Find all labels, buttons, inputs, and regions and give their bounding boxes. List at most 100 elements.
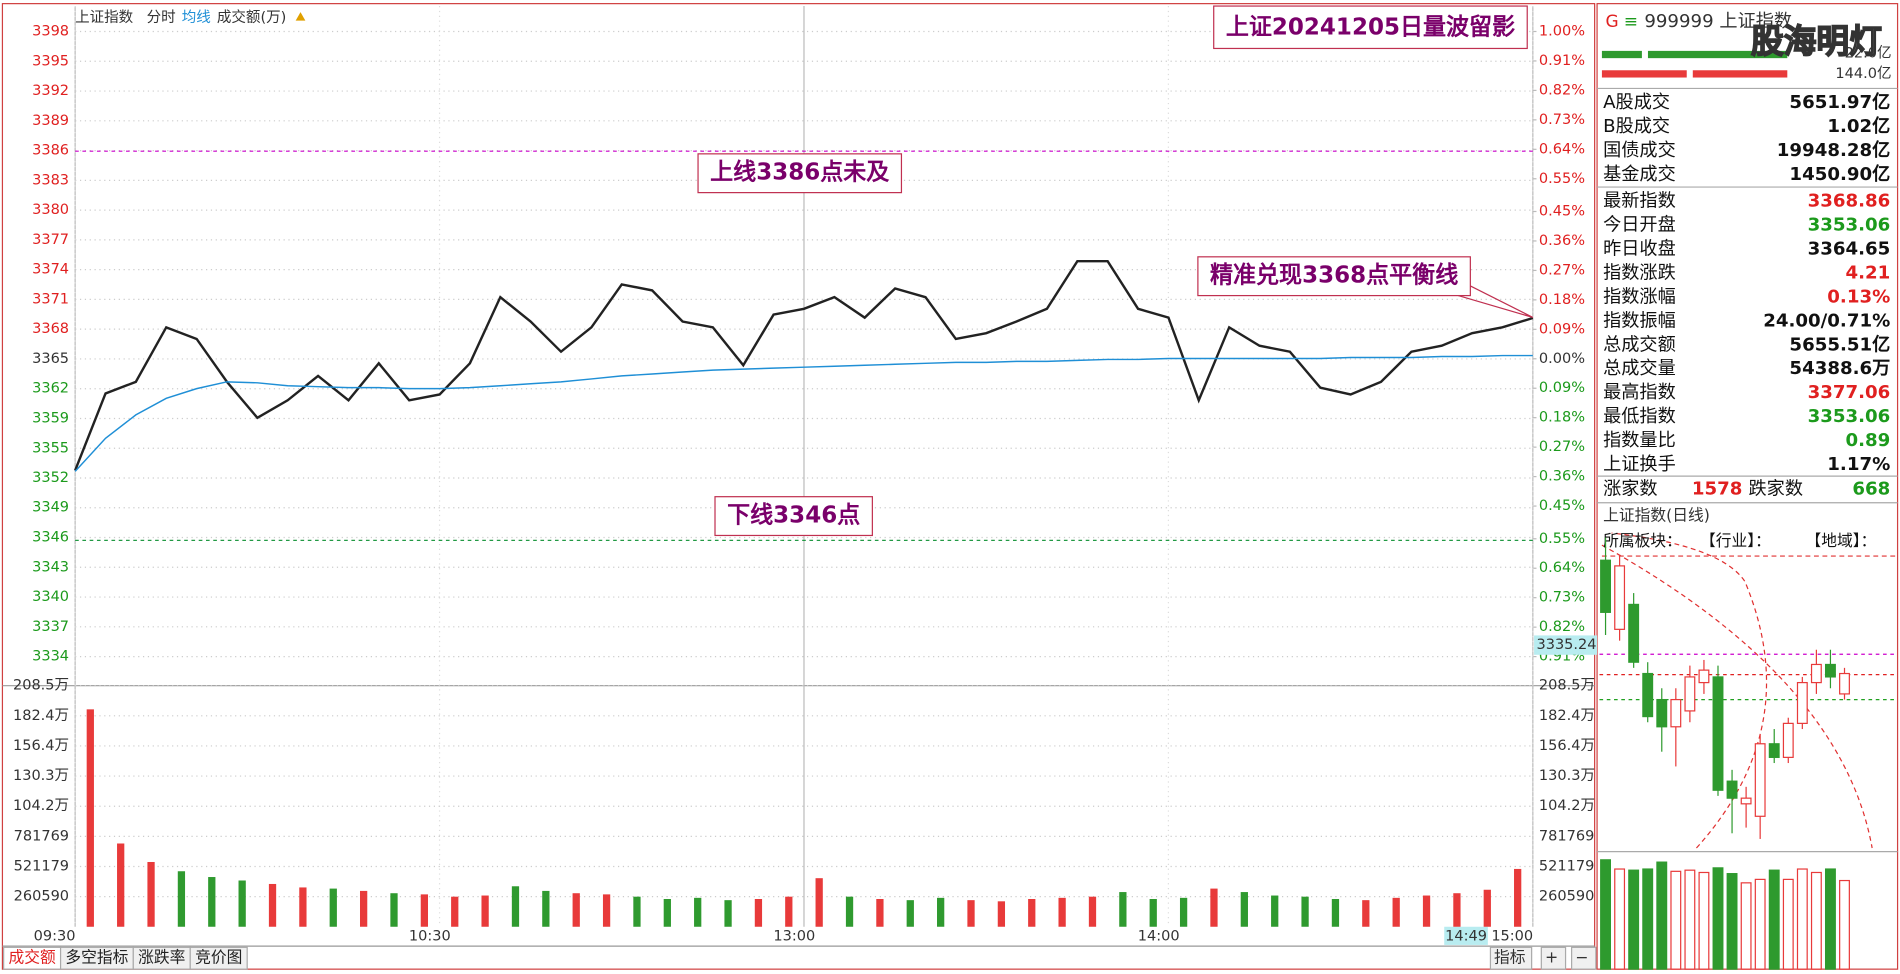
tool-button[interactable] <box>1571 946 1597 970</box>
y2-tick-label: 0.64% <box>1539 560 1585 576</box>
row-value: 3377.06 <box>1808 382 1891 403</box>
y-tick-label: 3389 <box>32 113 69 129</box>
y2-tick-label: 0.09% <box>1539 380 1585 396</box>
candle-body <box>1614 565 1626 630</box>
tab-label[interactable]: 涨跌率 <box>138 948 185 967</box>
y2-tick-label: 130.3万 <box>1539 768 1595 784</box>
volume-bar <box>967 900 975 927</box>
legend-entry[interactable]: 均线 <box>182 9 211 26</box>
tool-button[interactable] <box>1540 946 1567 970</box>
volume-bar <box>1600 859 1612 970</box>
ratio-bar <box>1601 70 1687 78</box>
row-value: 3364.65 <box>1808 238 1891 259</box>
volume-bar <box>268 883 277 927</box>
y-tick-label: 521179 <box>14 858 69 874</box>
volume-bar <box>1271 895 1279 927</box>
y-tick-label: 3349 <box>32 500 69 516</box>
y-tick-label: 3371 <box>32 291 69 307</box>
candle-body <box>1824 663 1836 678</box>
y2-tick-label: 781769 <box>1539 828 1594 844</box>
candle-body <box>1726 780 1738 799</box>
row-value: 1450.90亿 <box>1789 163 1890 185</box>
volume-bar <box>1839 879 1850 970</box>
y-tick-label: 3352 <box>32 470 69 486</box>
candle-body <box>1754 743 1766 817</box>
side-panel: G ≡ 999999 上证指数 22.0亿 144.0亿 股海明灯 A股成交 5651.97亿… <box>1597 11 1898 970</box>
volume-bar <box>329 888 337 927</box>
y2-tick-label: 0.55% <box>1539 171 1585 187</box>
row-label: 今日开盘 <box>1603 214 1676 235</box>
breadth-value: 1578 <box>1692 478 1743 499</box>
row-label: 国债成交 <box>1603 140 1676 161</box>
price-line <box>74 259 1534 471</box>
y-tick-label: 3362 <box>32 381 69 397</box>
y2-tick-label: 208.5万 <box>1539 678 1595 694</box>
y-tick-label: 781769 <box>14 828 69 844</box>
volume-bar <box>633 896 641 927</box>
volume-bar <box>299 887 307 927</box>
volume-bar <box>1614 868 1626 970</box>
y2-tick-label: 156.4万 <box>1539 738 1595 754</box>
volume-bar <box>724 900 732 927</box>
volume-bar <box>359 890 368 927</box>
y-tick-label: 3368 <box>32 321 69 337</box>
row-value: 3353.06 <box>1808 214 1891 235</box>
y2-tick-label: 0.82% <box>1539 82 1585 98</box>
row-label: 昨日收盘 <box>1603 238 1676 259</box>
volume-bar <box>663 899 671 927</box>
row-value: 0.13% <box>1827 286 1890 307</box>
volume-bar <box>1088 896 1097 927</box>
tool-button[interactable] <box>1489 946 1533 970</box>
x-tick-label: 10:30 <box>409 928 451 944</box>
y2-tick-label: 0.91% <box>1539 53 1585 69</box>
tab[interactable] <box>189 946 248 970</box>
volume-bar <box>208 877 216 927</box>
candle-body <box>1782 722 1794 758</box>
candle-body <box>1670 698 1682 728</box>
y-tick-label: 3398 <box>32 23 69 39</box>
bell-icon[interactable] <box>295 12 306 21</box>
cursor-time: 14:49 <box>1445 928 1487 944</box>
row-value: 5651.97亿 <box>1789 91 1890 113</box>
volume-bar <box>147 861 155 927</box>
cursor-price: 3335.24 <box>1536 637 1596 653</box>
y2-tick-label: 0.27% <box>1539 439 1585 455</box>
ratio-bar <box>1647 50 1788 59</box>
y2-tick-label: 182.4万 <box>1539 708 1595 724</box>
x-tick-label: 09:30 <box>34 928 76 944</box>
y2-tick-label: 0.64% <box>1539 141 1585 157</box>
volume-bar <box>1712 867 1724 970</box>
tab-label[interactable]: 成交额 <box>8 948 56 967</box>
legend-entry[interactable]: 分时 <box>147 9 176 26</box>
tool-label[interactable]: + <box>1545 948 1558 967</box>
y-tick-label: 3395 <box>32 53 69 69</box>
row-value: 1.02亿 <box>1827 115 1890 137</box>
watermark: 股海明灯 <box>1751 23 1882 61</box>
row-value: 19948.28亿 <box>1777 139 1891 161</box>
volume-bar <box>997 901 1006 927</box>
candle-body <box>1600 559 1612 613</box>
row-value: 5655.51亿 <box>1789 333 1890 355</box>
tool-label[interactable]: − <box>1575 948 1588 967</box>
tool-label[interactable]: 指标 <box>1494 948 1526 967</box>
row-label: A股成交 <box>1603 92 1670 113</box>
trend-arc <box>1601 544 1873 849</box>
volume-bar <box>602 894 611 927</box>
annotation: 下线3346点 <box>727 502 860 529</box>
volume-bar <box>1782 878 1794 970</box>
y-tick-label: 3346 <box>32 529 69 545</box>
tab-label[interactable]: 多空指标 <box>65 948 128 967</box>
tab-label[interactable]: 竞价图 <box>195 948 242 967</box>
callout <box>1458 285 1534 318</box>
price-line <box>74 354 1533 472</box>
annotation: 精准兑现3368点平衡线 <box>1210 262 1458 289</box>
volume-bar <box>86 709 94 927</box>
y2-tick-label: 0.36% <box>1539 233 1585 249</box>
ratio-bar <box>1692 70 1788 78</box>
y-tick-label: 3374 <box>32 262 69 278</box>
row-label: 基金成交 <box>1603 164 1676 185</box>
volume-bar <box>1698 871 1710 970</box>
y-tick-label: 3355 <box>32 440 69 456</box>
volume-bar <box>511 886 520 927</box>
y2-tick-label: 0.00% <box>1539 351 1585 367</box>
